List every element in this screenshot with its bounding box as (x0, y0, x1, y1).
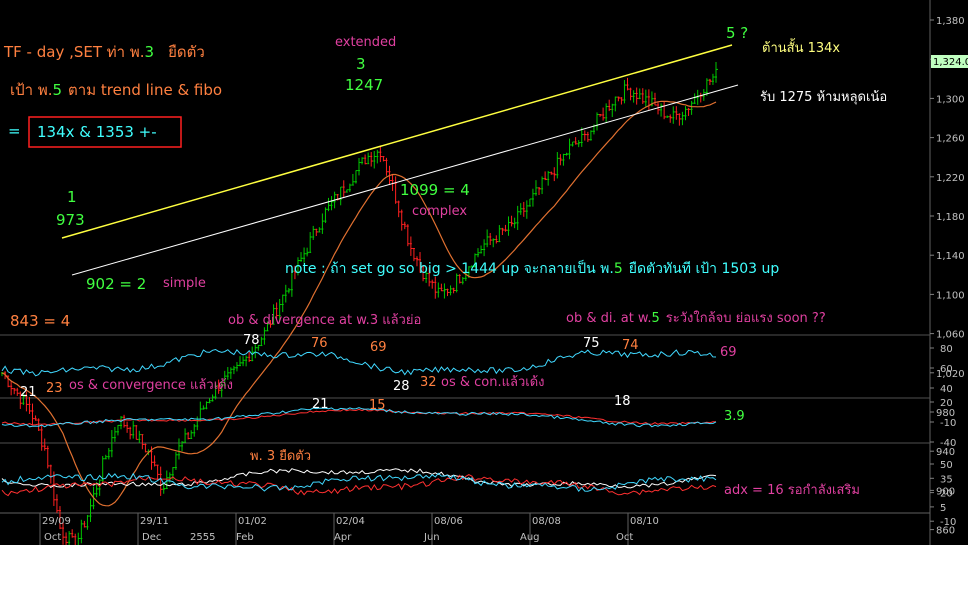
wave1-label: 1 (67, 188, 77, 206)
x-tick-label: 01/02 (238, 516, 267, 527)
tick-label: -10 (940, 418, 956, 429)
tick-label: 20 (940, 398, 953, 409)
adx-note: adx = 16 รอกำลังเสริม (724, 483, 860, 498)
x-tick-label: 29/09 (42, 516, 71, 527)
price-tick-label: 1,060 (936, 330, 965, 341)
wave4-value: 1099 = 4 (400, 181, 470, 199)
x-tick-label: 08/08 (532, 516, 561, 527)
macd-15-label: 15 (369, 398, 386, 413)
rsi-74-label: 74 (622, 338, 639, 353)
last-price-box (931, 55, 968, 68)
lower-trendline (71, 84, 739, 276)
adx-y-ticks: 50 35 20 5 -10 (930, 460, 956, 528)
price-tick-label: 940 (936, 447, 955, 458)
tick-label: 50 (940, 460, 953, 471)
price-tick-label: 1,100 (936, 290, 965, 301)
wave3-value: 1247 (345, 76, 383, 94)
wave1-value: 973 (56, 211, 85, 229)
x-month-label: Dec (142, 532, 161, 543)
price-tick-label: 980 (936, 408, 955, 419)
os-con2-note: os & con.แล้วเด้ง (441, 375, 544, 390)
ob-divergence-note: ob & divergence at w.3 แล้วย่อ (228, 313, 421, 328)
extended-label: extended (335, 35, 396, 50)
price-tick-label: 900 (936, 486, 955, 497)
x-month-label: 2555 (190, 532, 215, 543)
rsi-78-label: 78 (243, 333, 260, 348)
wave3-label: 3 (356, 55, 366, 73)
resistance-note: ต้านสั้น 134x (762, 38, 840, 56)
macd-18-label: 18 (614, 394, 631, 409)
chart-frame (0, 0, 931, 545)
target-box (28, 116, 182, 148)
price-tick-label: 1,220 (936, 173, 965, 184)
rsi-line (1, 348, 717, 377)
price-tick-label: 1,260 (936, 134, 965, 145)
upper-trendline (61, 44, 733, 239)
price-tick-label: 1,380 (936, 16, 965, 27)
x-axis-ticks: 29/09 29/11 01/02 02/04 08/06 08/08 08/10 Oct De… (39, 513, 659, 545)
x-month-label: Jun (423, 532, 440, 543)
x-month-label: Oct (616, 532, 633, 543)
x-month-label: Feb (236, 532, 254, 543)
macd-21-label: 21 (312, 397, 329, 412)
support-note: รับ 1275 ห้ามหลุดเน้อ (760, 90, 887, 105)
macd-y-ticks: 20 -10 -40 (930, 398, 956, 449)
ob-di-note: ob & di. at w.5 ระวังใกล้จบ ย่อแรง soon ?… (566, 310, 826, 326)
target-line: เป้า พ.5 ตาม trend line & fibo (10, 81, 222, 99)
equals-sign: = (8, 122, 21, 140)
x-tick-label: 08/10 (630, 516, 659, 527)
macd-signal-line (1, 408, 717, 426)
price-tick-label: 1,180 (936, 212, 965, 223)
macd-last-label: 3.9 (724, 409, 745, 424)
rsi-76-label: 76 (311, 336, 328, 351)
tick-label: 40 (940, 384, 953, 395)
os-convergence-note: os & convergence แล้วเด้ง (69, 378, 233, 393)
tick-label: -40 (940, 438, 956, 449)
tick-label: 35 (940, 474, 953, 485)
wave2-value: 902 = 2 (86, 275, 146, 293)
price-tick-label: 860 (936, 526, 955, 537)
rsi-69a-label: 69 (370, 340, 387, 355)
rsi-last-label: 69 (720, 345, 737, 360)
x-month-label: Aug (520, 532, 540, 543)
rsi-y-ticks: 80 60 40 (930, 344, 953, 395)
note-text: note : ถ้า set go so big > 1444 up จะกลา… (285, 259, 779, 277)
last-price-label: 1,324.0 (933, 57, 968, 68)
adx-line (1, 468, 717, 489)
price-tick-label: 1,140 (936, 251, 965, 262)
stock-chart: 1,3801,3401,3001,2601,2201,1801,1401,100… (0, 0, 968, 545)
x-tick-label: 02/04 (336, 516, 365, 527)
title-line1: TF - day ,SET ท่า พ.3 ยืดตัว (3, 43, 205, 61)
simple-label: simple (163, 276, 206, 291)
x-month-label: Oct (44, 532, 61, 543)
tick-label: 5 (940, 503, 946, 514)
target-box-text: 134x & 1353 +- (37, 123, 157, 141)
rsi-75-label: 75 (583, 336, 600, 351)
rsi-21-label: 21 (20, 385, 37, 400)
x-tick-label: 29/11 (140, 516, 169, 527)
wave5-label: 5 ? (726, 24, 748, 42)
tick-label: 20 (940, 489, 953, 500)
rsi-32-label: 32 (420, 375, 437, 390)
price-tick-label: 1,300 (936, 94, 965, 105)
macd-line (1, 407, 717, 428)
tick-label: -10 (940, 517, 956, 528)
complex-label: complex (412, 204, 467, 219)
tick-label: 60 (940, 364, 953, 375)
rsi-28-label: 28 (393, 379, 410, 394)
rsi-23-label: 23 (46, 381, 63, 396)
di-plus-line (1, 472, 717, 493)
di-minus-line (1, 474, 717, 497)
chart-area: 1,3801,3401,3001,2601,2201,1801,1401,100… (0, 0, 968, 545)
w3-extend-note: พ. 3 ยืดตัว (250, 448, 311, 464)
x-tick-label: 08/06 (434, 516, 463, 527)
price-tick-label: 1,020 (936, 369, 965, 380)
price-y-ticks: 1,3801,3401,3001,2601,2201,1801,1401,100… (930, 16, 965, 537)
wave0-value: 843 = 4 (10, 312, 70, 330)
x-month-label: Apr (334, 532, 352, 543)
tick-label: 80 (940, 344, 953, 355)
moving-average-line (1, 100, 717, 507)
